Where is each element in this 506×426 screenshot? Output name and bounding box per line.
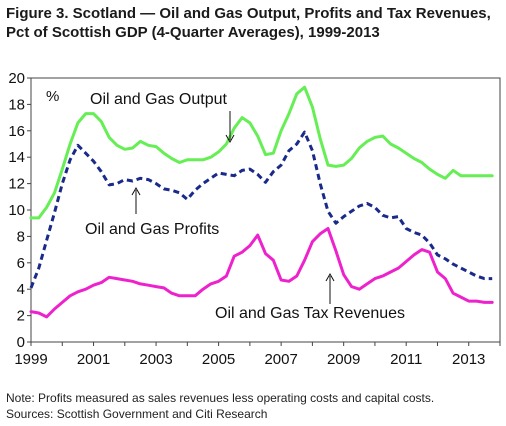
x-tick-label: 2009 xyxy=(327,351,360,368)
x-tick-label: 2001 xyxy=(77,351,110,368)
x-tick-label: 2011 xyxy=(390,351,422,368)
y-tick-label: 12 xyxy=(8,176,25,193)
x-axis: 1999 2001 2003 2005 2007 2009 2011 2013 xyxy=(14,342,501,368)
line-chart: 0 2 4 6 8 10 12 14 16 18 20 1999 2001 2003 2005 2007 20… xyxy=(8,70,501,368)
y-tick-label: 0 xyxy=(17,334,25,351)
arrow-profits xyxy=(131,186,141,214)
y-tick-label: 2 xyxy=(17,308,25,325)
sources-text: Sources: Scottish Government and Citi Re… xyxy=(6,407,268,421)
series-lines xyxy=(29,85,494,319)
y-axis: 0 2 4 6 8 10 12 14 16 18 20 xyxy=(8,70,501,351)
series-line-profits xyxy=(29,130,493,289)
y-tick-label: 4 xyxy=(17,281,25,298)
arrow-tax-revenues xyxy=(325,272,335,304)
annotations: % Oil and Gas Output Oil and Gas Profits… xyxy=(46,88,405,322)
x-tick-label: 2013 xyxy=(452,351,485,368)
y-axis-unit-label: % xyxy=(46,88,59,105)
arrow-output xyxy=(225,111,235,144)
series-label-tax-revenues: Oil and Gas Tax Revenues xyxy=(215,305,405,322)
note-text: Note: Profits measured as sales revenues… xyxy=(6,391,435,405)
series-label-profits: Oil and Gas Profits xyxy=(85,221,219,238)
series-line-output xyxy=(29,85,494,220)
chart-area: 0 2 4 6 8 10 12 14 16 18 20 1999 2001 2003 2005 2007 20… xyxy=(0,64,506,386)
figure-notes: Note: Profits measured as sales revenues… xyxy=(6,390,434,422)
x-tick-label: 2007 xyxy=(264,351,297,368)
series-line-tax-revenues xyxy=(29,227,494,319)
y-tick-label: 6 xyxy=(17,255,25,272)
plot-frame xyxy=(30,77,501,343)
x-tick-label: 1999 xyxy=(14,351,47,368)
series-label-output: Oil and Gas Output xyxy=(90,91,228,108)
y-tick-label: 16 xyxy=(8,123,25,140)
figure-title: Figure 3. Scotland — Oil and Gas Output,… xyxy=(6,5,491,41)
y-tick-label: 14 xyxy=(8,149,25,166)
y-tick-label: 10 xyxy=(8,202,25,219)
y-tick-label: 18 xyxy=(8,96,25,113)
y-tick-label: 20 xyxy=(8,70,25,87)
x-tick-label: 2003 xyxy=(139,351,172,368)
y-tick-label: 8 xyxy=(17,228,25,245)
x-tick-label: 2005 xyxy=(202,351,235,368)
